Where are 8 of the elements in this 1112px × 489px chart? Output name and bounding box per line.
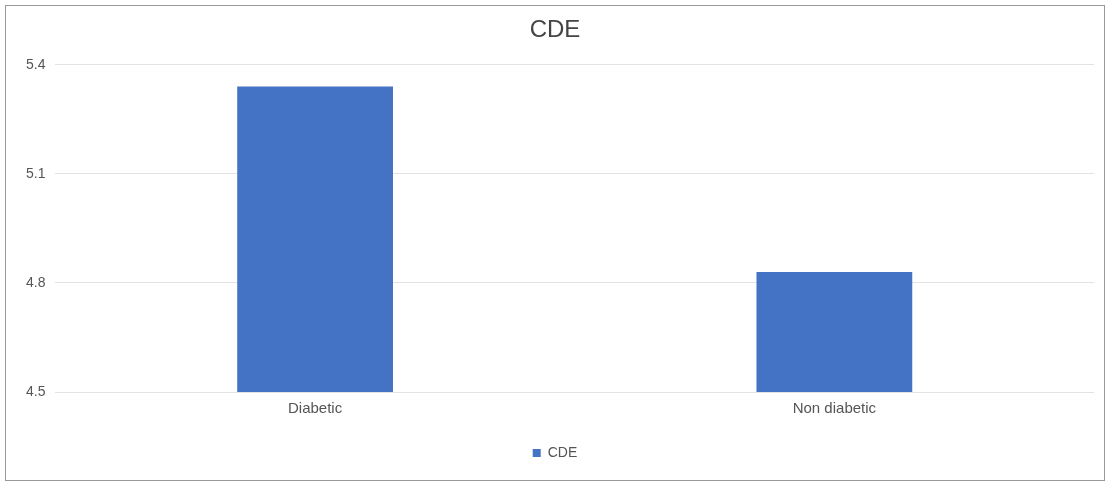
legend-label: CDE: [547, 443, 578, 460]
x-tick-label: Non diabetic: [792, 399, 877, 417]
y-tick-label: 5.4: [25, 55, 46, 72]
y-tick-label: 4.5: [25, 382, 46, 399]
x-tick-label: Diabetic: [287, 399, 343, 417]
y-tick-label: 4.8: [25, 273, 46, 290]
chart-title: CDE: [529, 15, 581, 43]
y-tick-label: 5.1: [25, 164, 46, 181]
